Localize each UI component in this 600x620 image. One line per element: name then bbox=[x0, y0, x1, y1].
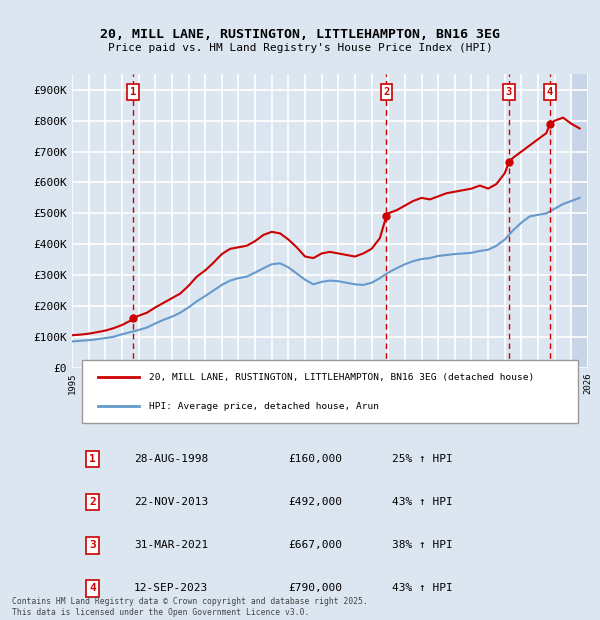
Text: 2: 2 bbox=[383, 87, 389, 97]
Text: 22-NOV-2013: 22-NOV-2013 bbox=[134, 497, 208, 507]
FancyBboxPatch shape bbox=[82, 360, 578, 423]
Text: 12-SEP-2023: 12-SEP-2023 bbox=[134, 583, 208, 593]
Text: HPI: Average price, detached house, Arun: HPI: Average price, detached house, Arun bbox=[149, 402, 379, 410]
Text: Contains HM Land Registry data © Crown copyright and database right 2025.
This d: Contains HM Land Registry data © Crown c… bbox=[12, 598, 368, 617]
Text: 28-AUG-1998: 28-AUG-1998 bbox=[134, 454, 208, 464]
Text: 31-MAR-2021: 31-MAR-2021 bbox=[134, 540, 208, 550]
Text: 3: 3 bbox=[89, 540, 96, 550]
Text: 2: 2 bbox=[89, 497, 96, 507]
Text: £492,000: £492,000 bbox=[289, 497, 343, 507]
Text: 20, MILL LANE, RUSTINGTON, LITTLEHAMPTON, BN16 3EG: 20, MILL LANE, RUSTINGTON, LITTLEHAMPTON… bbox=[100, 28, 500, 41]
Text: £667,000: £667,000 bbox=[289, 540, 343, 550]
Text: £790,000: £790,000 bbox=[289, 583, 343, 593]
Text: 38% ↑ HPI: 38% ↑ HPI bbox=[392, 540, 452, 550]
Text: 25% ↑ HPI: 25% ↑ HPI bbox=[392, 454, 452, 464]
Text: Price paid vs. HM Land Registry's House Price Index (HPI): Price paid vs. HM Land Registry's House … bbox=[107, 43, 493, 53]
Text: 4: 4 bbox=[547, 87, 553, 97]
Bar bbox=[571, 74, 588, 368]
Text: 4: 4 bbox=[89, 583, 96, 593]
Text: 3: 3 bbox=[506, 87, 512, 97]
Text: 43% ↑ HPI: 43% ↑ HPI bbox=[392, 497, 452, 507]
Text: 43% ↑ HPI: 43% ↑ HPI bbox=[392, 583, 452, 593]
Text: £160,000: £160,000 bbox=[289, 454, 343, 464]
Text: 20, MILL LANE, RUSTINGTON, LITTLEHAMPTON, BN16 3EG (detached house): 20, MILL LANE, RUSTINGTON, LITTLEHAMPTON… bbox=[149, 373, 535, 382]
Text: 1: 1 bbox=[89, 454, 96, 464]
Text: 1: 1 bbox=[130, 87, 136, 97]
